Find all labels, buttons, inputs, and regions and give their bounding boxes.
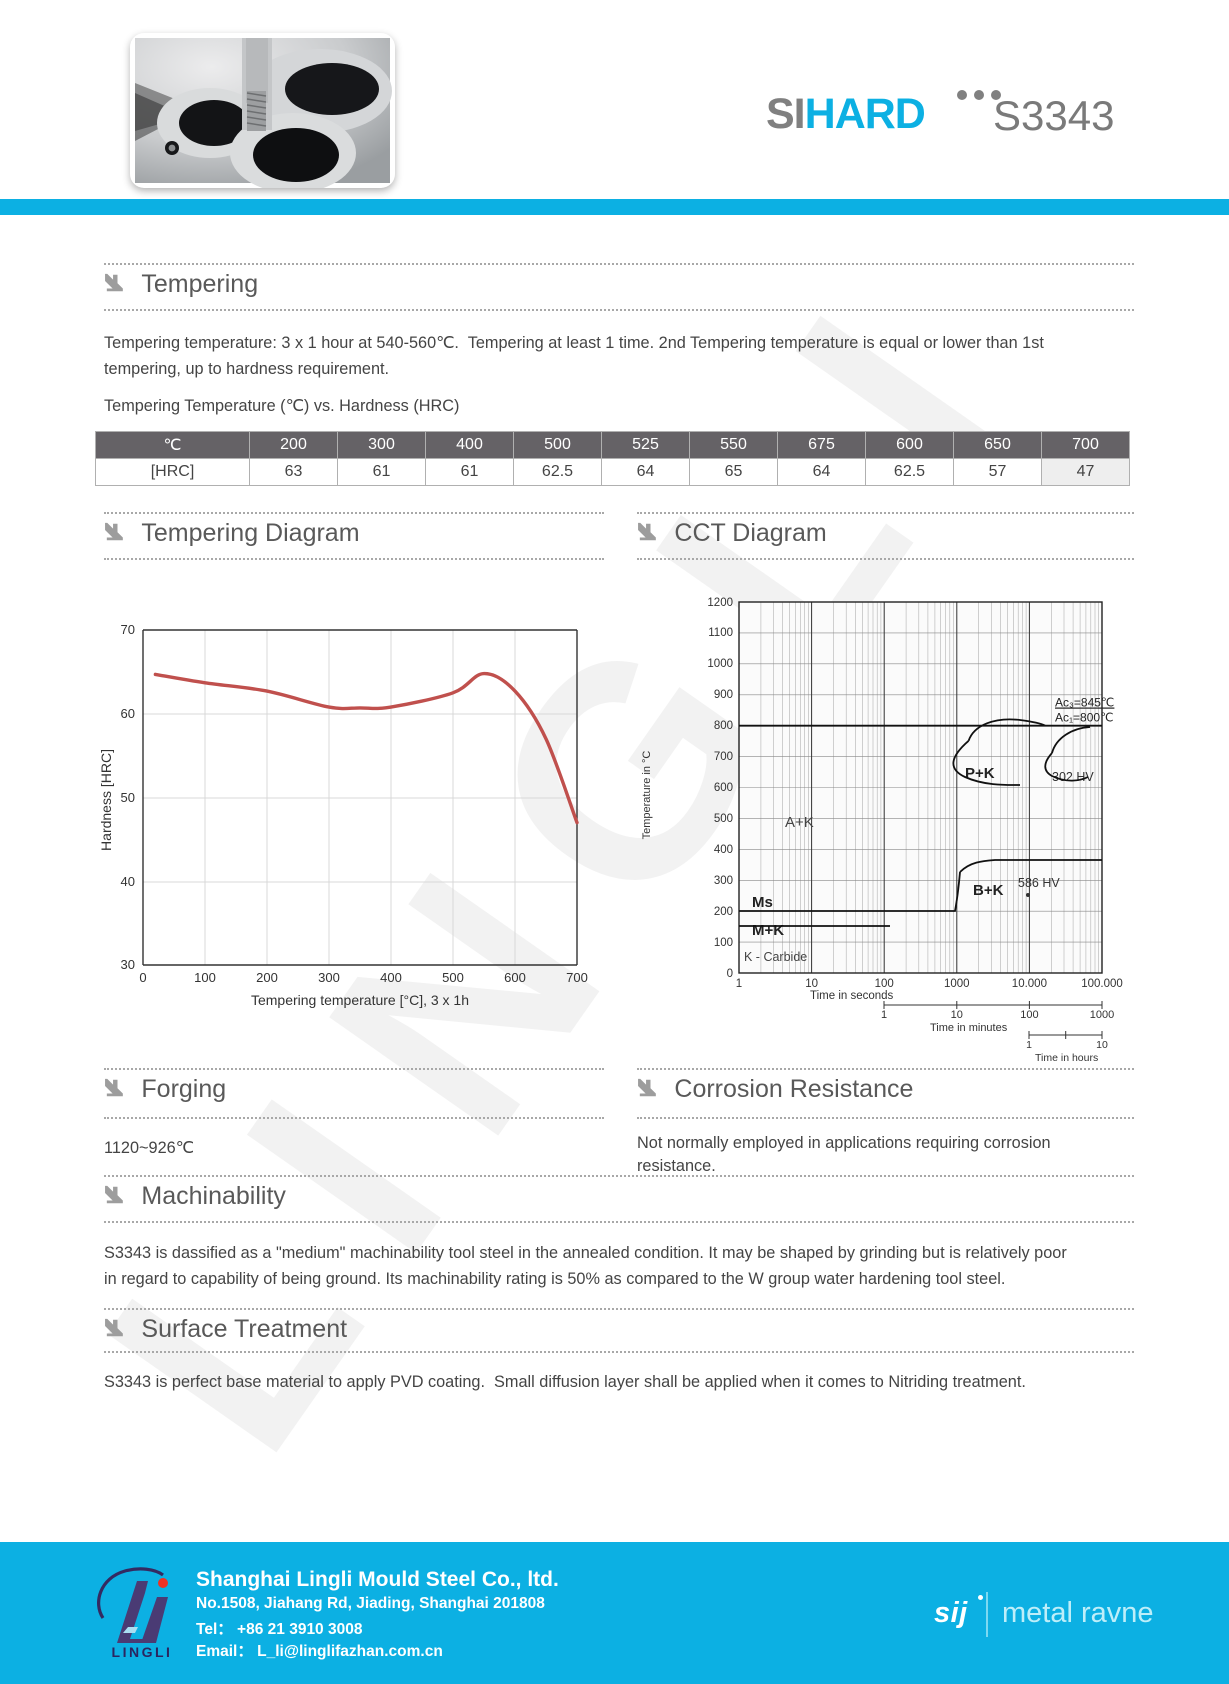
- svg-text:100: 100: [875, 978, 894, 990]
- svg-text:1000: 1000: [707, 658, 733, 670]
- svg-text:K - Carbide: K - Carbide: [744, 950, 807, 964]
- svg-text:200: 200: [256, 970, 278, 985]
- svg-text:0: 0: [727, 968, 733, 980]
- svg-text:500: 500: [714, 813, 733, 825]
- svg-text:Temperature in °C: Temperature in °C: [641, 751, 653, 840]
- svg-text:Hardness [HRC]: Hardness [HRC]: [98, 749, 114, 851]
- svg-text:100: 100: [714, 937, 733, 949]
- svg-text:1000: 1000: [1090, 1009, 1114, 1021]
- svg-text:10: 10: [1096, 1039, 1108, 1051]
- svg-text:700: 700: [566, 970, 588, 985]
- svg-text:10: 10: [805, 978, 818, 990]
- svg-text:1: 1: [736, 978, 742, 990]
- svg-text:100: 100: [194, 970, 216, 985]
- svg-text:1200: 1200: [707, 597, 733, 609]
- svg-text:600: 600: [714, 782, 733, 794]
- svg-text:10.000: 10.000: [1012, 978, 1047, 990]
- svg-text:800: 800: [714, 720, 733, 732]
- svg-text:40: 40: [121, 874, 135, 889]
- svg-text:900: 900: [714, 689, 733, 701]
- svg-text:Time in hours: Time in hours: [1035, 1052, 1098, 1064]
- svg-text:586 HV: 586 HV: [1018, 876, 1060, 890]
- svg-text:700: 700: [714, 751, 733, 763]
- svg-text:302 HV: 302 HV: [1052, 770, 1094, 784]
- svg-text:300: 300: [318, 970, 340, 985]
- svg-text:0: 0: [139, 970, 146, 985]
- svg-text:Time in seconds: Time in seconds: [810, 990, 894, 1002]
- svg-text:400: 400: [380, 970, 402, 985]
- svg-text:1100: 1100: [708, 627, 733, 639]
- svg-text:1: 1: [881, 1009, 887, 1021]
- svg-text:500: 500: [442, 970, 464, 985]
- svg-text:Ms: Ms: [752, 894, 773, 911]
- svg-text:600: 600: [504, 970, 526, 985]
- svg-text:1000: 1000: [944, 978, 970, 990]
- svg-text:300: 300: [714, 875, 733, 887]
- svg-text:Time in minutes: Time in minutes: [930, 1022, 1008, 1034]
- svg-text:60: 60: [121, 706, 135, 721]
- svg-text:1: 1: [1026, 1039, 1032, 1051]
- svg-text:LINGLI: LINGLI: [112, 1644, 173, 1660]
- svg-text:100: 100: [1020, 1009, 1038, 1021]
- svg-text:400: 400: [714, 844, 733, 856]
- svg-text:50: 50: [121, 790, 135, 805]
- svg-text:70: 70: [121, 622, 135, 637]
- svg-text:A+K: A+K: [785, 814, 814, 831]
- svg-text:Ac₁=800℃: Ac₁=800℃: [1055, 711, 1114, 725]
- svg-text:B+K: B+K: [973, 882, 1004, 899]
- svg-text:200: 200: [714, 906, 733, 918]
- svg-text:Tempering temperature [°C], 3: Tempering temperature [°C], 3 x 1h: [251, 992, 469, 1008]
- svg-text:100.000: 100.000: [1081, 978, 1123, 990]
- svg-text:30: 30: [121, 957, 135, 972]
- svg-text:Ac₃=845℃: Ac₃=845℃: [1055, 696, 1114, 710]
- svg-text:M+K: M+K: [752, 922, 784, 939]
- svg-text:10: 10: [951, 1009, 963, 1021]
